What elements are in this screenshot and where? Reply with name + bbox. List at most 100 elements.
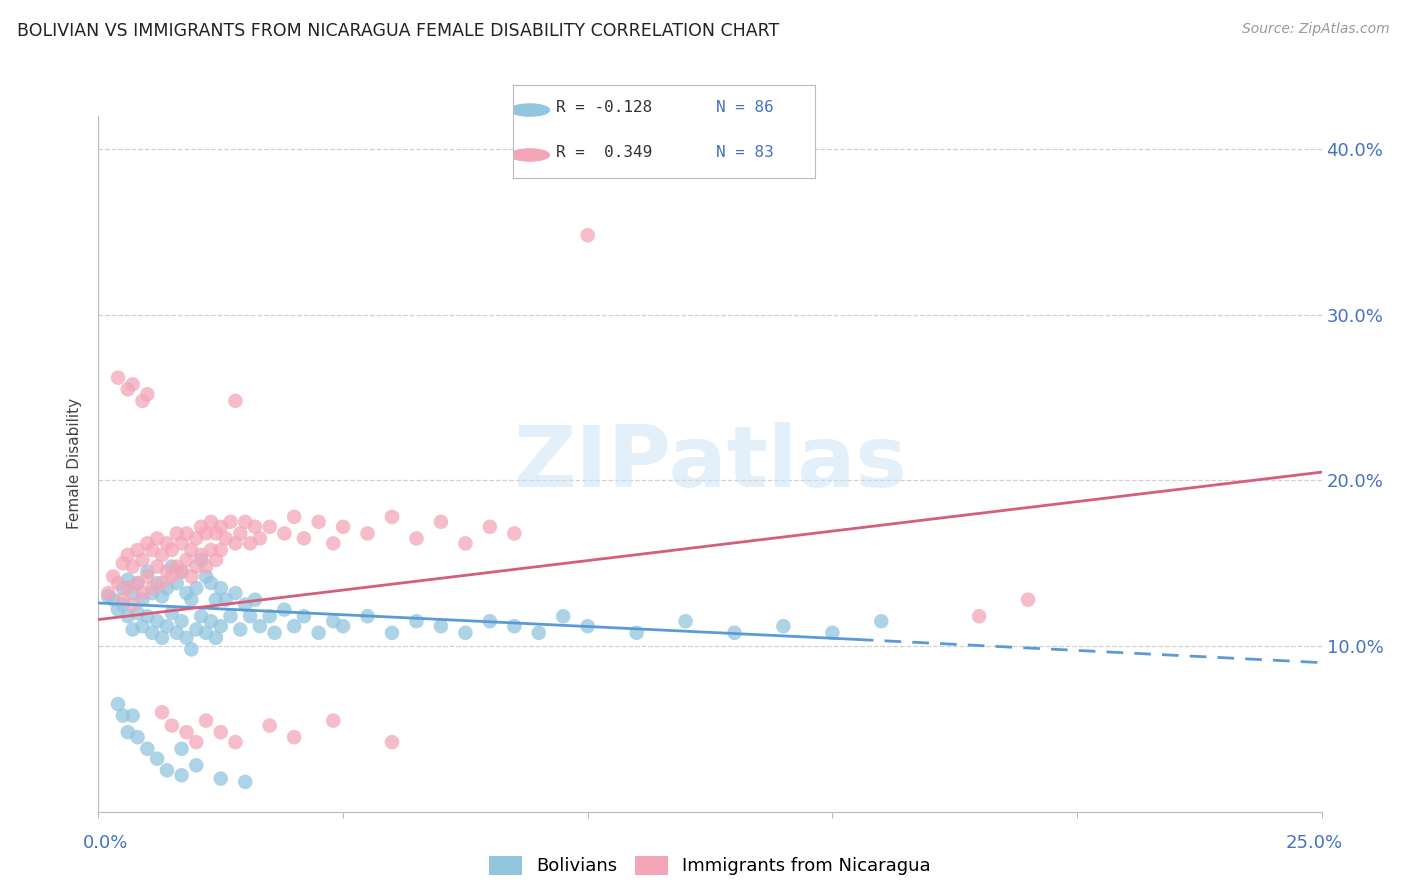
Point <box>166 576 188 591</box>
Text: ZIPatlas: ZIPatlas <box>513 422 907 506</box>
Point <box>146 752 169 766</box>
Point <box>478 614 501 628</box>
Point <box>136 387 159 401</box>
Point <box>249 619 271 633</box>
Point <box>156 764 179 778</box>
Point <box>150 548 173 562</box>
Point <box>209 619 232 633</box>
Point <box>259 718 281 732</box>
Point <box>127 576 149 591</box>
Point <box>121 559 143 574</box>
Text: R =  0.349: R = 0.349 <box>555 145 652 160</box>
Point <box>478 520 501 534</box>
Point <box>150 706 173 720</box>
Point <box>141 586 163 600</box>
Point <box>131 586 153 600</box>
Point <box>131 619 153 633</box>
Point <box>107 370 129 384</box>
Point <box>150 576 173 591</box>
Circle shape <box>510 104 550 116</box>
Point <box>146 576 169 591</box>
Point <box>233 515 256 529</box>
Point <box>131 553 153 567</box>
Point <box>224 735 246 749</box>
Point <box>821 625 844 640</box>
Point <box>127 730 149 744</box>
Text: N = 86: N = 86 <box>716 100 773 115</box>
Point <box>160 718 183 732</box>
Point <box>381 735 404 749</box>
Point <box>195 569 218 583</box>
Point <box>190 548 212 562</box>
Text: BOLIVIAN VS IMMIGRANTS FROM NICARAGUA FEMALE DISABILITY CORRELATION CHART: BOLIVIAN VS IMMIGRANTS FROM NICARAGUA FE… <box>17 22 779 40</box>
Point <box>111 581 134 595</box>
Point <box>205 592 228 607</box>
Point <box>136 536 159 550</box>
Point <box>195 559 218 574</box>
Point <box>283 730 305 744</box>
Point <box>870 614 893 628</box>
Point <box>224 586 246 600</box>
Point <box>156 536 179 550</box>
Point <box>273 526 295 541</box>
Point <box>308 515 330 529</box>
Point <box>107 602 129 616</box>
Point <box>356 609 378 624</box>
Point <box>170 741 193 756</box>
Point <box>170 565 193 579</box>
Point <box>160 543 183 558</box>
Point <box>292 609 315 624</box>
Point <box>180 543 202 558</box>
Point <box>180 642 202 657</box>
Point <box>205 631 228 645</box>
Point <box>723 625 745 640</box>
Point <box>146 614 169 628</box>
Point <box>117 548 139 562</box>
Point <box>166 526 188 541</box>
Point <box>243 592 266 607</box>
Text: Source: ZipAtlas.com: Source: ZipAtlas.com <box>1241 22 1389 37</box>
Point <box>156 619 179 633</box>
Point <box>141 543 163 558</box>
Point <box>180 569 202 583</box>
Point <box>224 393 246 408</box>
Point <box>97 586 120 600</box>
Point <box>229 623 252 637</box>
Point <box>111 708 134 723</box>
Point <box>101 569 124 583</box>
Point <box>136 565 159 579</box>
Point <box>209 520 232 534</box>
Point <box>219 515 242 529</box>
Point <box>576 619 599 633</box>
Point <box>121 377 143 392</box>
Point <box>121 623 143 637</box>
Point <box>127 543 149 558</box>
Point <box>176 526 198 541</box>
Point <box>195 625 218 640</box>
Point <box>156 581 179 595</box>
Point <box>259 520 281 534</box>
Point <box>332 619 354 633</box>
Point <box>527 625 550 640</box>
Point <box>121 708 143 723</box>
Point <box>308 625 330 640</box>
Point <box>141 581 163 595</box>
Point <box>1017 592 1039 607</box>
Point <box>127 606 149 620</box>
Point <box>214 592 236 607</box>
Point <box>283 619 305 633</box>
Point <box>97 590 120 604</box>
Point <box>332 520 354 534</box>
Point <box>146 532 169 546</box>
Point <box>111 556 134 570</box>
Point <box>967 609 990 624</box>
Point <box>170 536 193 550</box>
Point <box>127 576 149 591</box>
Point <box>772 619 794 633</box>
Point <box>131 393 153 408</box>
Point <box>160 569 183 583</box>
Point <box>190 609 212 624</box>
Point <box>430 619 453 633</box>
Point <box>405 614 427 628</box>
Point <box>101 592 124 607</box>
